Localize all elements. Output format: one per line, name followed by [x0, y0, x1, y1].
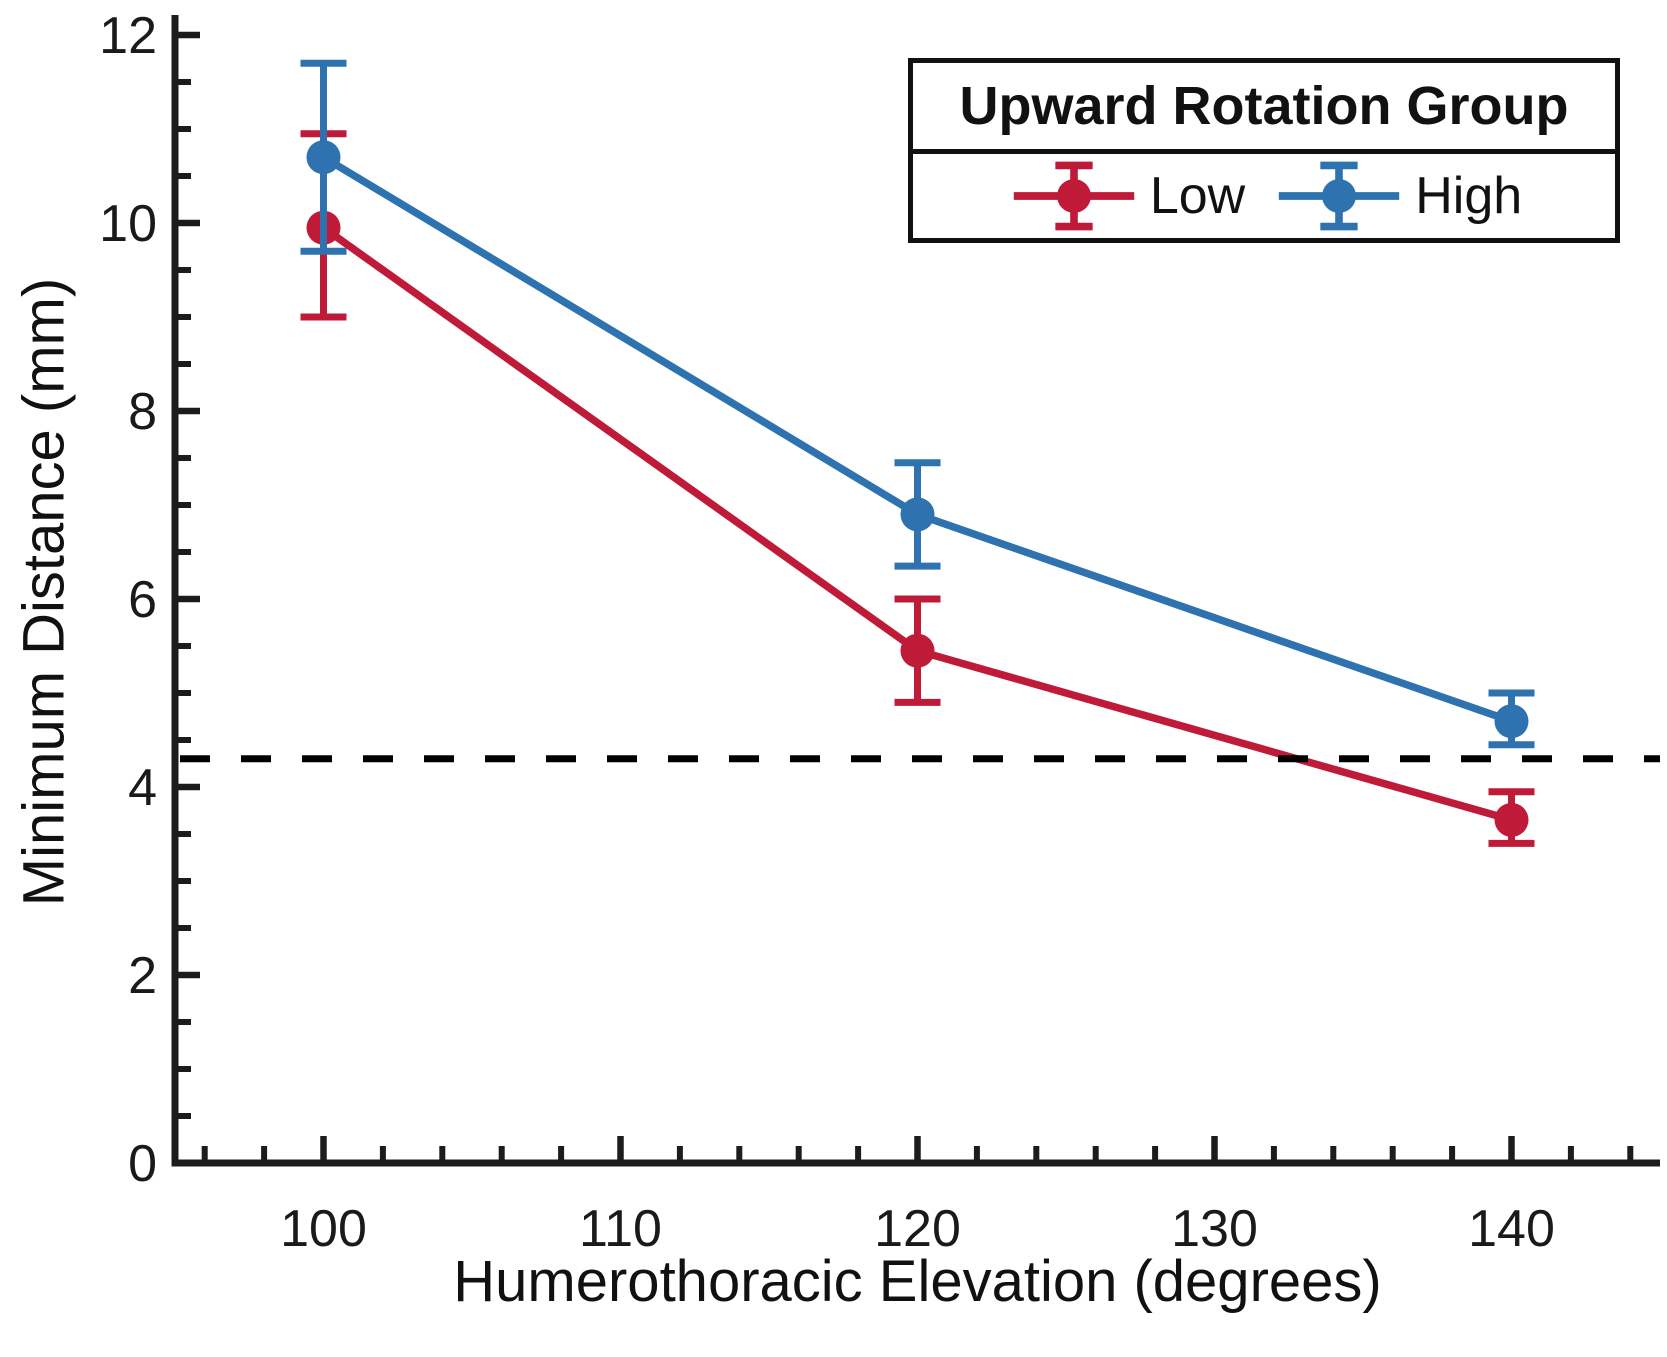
x-tick-label: 140	[1468, 1200, 1555, 1258]
y-tick-label: 8	[128, 383, 157, 441]
data-point-high	[900, 497, 935, 532]
x-tick-label: 100	[280, 1200, 367, 1258]
data-point-low	[900, 633, 935, 668]
x-tick-label: 130	[1171, 1200, 1258, 1258]
legend: Upward Rotation Group Low	[908, 58, 1620, 243]
y-axis-label: Minimum Distance (mm)	[11, 277, 77, 907]
y-tick-label: 0	[128, 1135, 157, 1193]
x-tick-label: 120	[874, 1200, 961, 1258]
errorbar-marker-low-icon	[1013, 161, 1135, 231]
x-tick-label: 110	[579, 1200, 662, 1258]
y-tick-label: 4	[128, 759, 157, 817]
legend-items: Low High	[913, 154, 1615, 238]
data-point-high	[306, 140, 341, 175]
data-point-low	[1494, 802, 1529, 837]
data-point-high	[1494, 704, 1529, 739]
legend-title: Upward Rotation Group	[913, 63, 1615, 154]
y-tick-label: 12	[99, 7, 157, 65]
legend-label-high: High	[1415, 167, 1523, 225]
errorbar-marker-high-icon	[1279, 161, 1400, 231]
y-tick-label: 2	[128, 947, 157, 1005]
y-tick-label: 6	[128, 571, 157, 629]
x-axis-label: Humerothoracic Elevation (degrees)	[453, 1249, 1382, 1314]
y-tick-label: 10	[99, 195, 157, 253]
legend-item-high: High	[1271, 157, 1522, 235]
legend-item-low: Low	[1006, 157, 1245, 235]
legend-label-low: Low	[1149, 167, 1246, 225]
